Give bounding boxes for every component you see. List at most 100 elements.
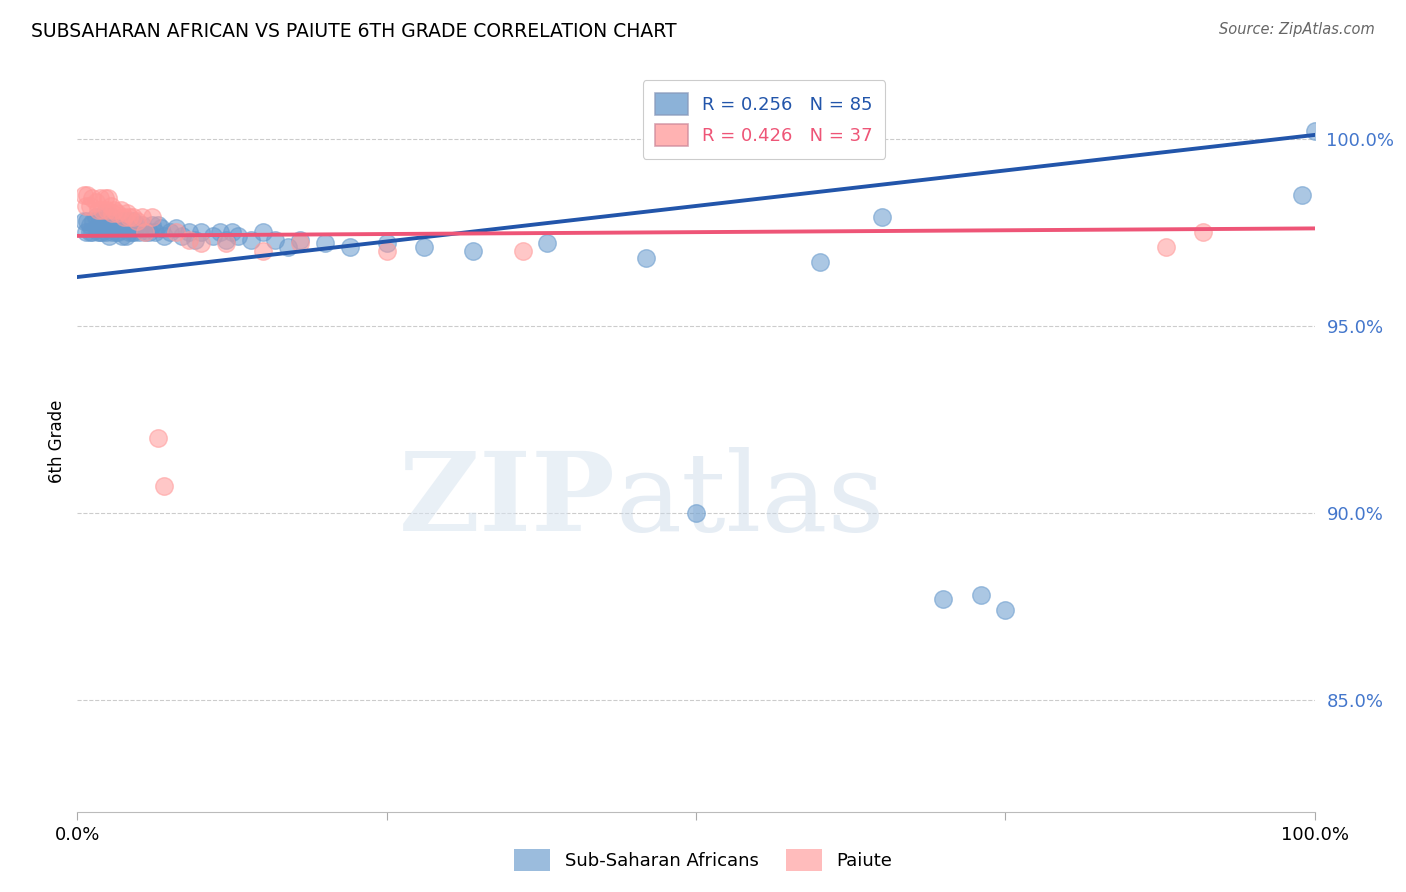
- Point: [184, 233, 207, 247]
- Point: [264, 233, 287, 247]
- Point: [84, 210, 107, 224]
- Point: [131, 210, 153, 224]
- Point: [110, 202, 132, 217]
- Point: [190, 225, 212, 239]
- Point: [150, 221, 173, 235]
- Point: [252, 244, 274, 258]
- Point: [94, 225, 117, 239]
- Point: [636, 252, 658, 266]
- Point: [91, 218, 114, 232]
- Point: [208, 225, 231, 239]
- Point: [84, 221, 107, 235]
- Point: [134, 225, 156, 239]
- Point: [288, 233, 311, 247]
- Point: [91, 214, 114, 228]
- Point: [96, 218, 118, 232]
- Point: [100, 199, 122, 213]
- Point: [969, 588, 991, 602]
- Text: Source: ZipAtlas.com: Source: ZipAtlas.com: [1219, 22, 1375, 37]
- Point: [190, 236, 212, 251]
- Point: [1303, 124, 1326, 138]
- Point: [101, 218, 124, 232]
- Point: [120, 218, 142, 232]
- Point: [536, 236, 558, 251]
- Point: [226, 228, 249, 243]
- Point: [103, 221, 125, 235]
- Point: [177, 233, 200, 247]
- Point: [685, 506, 707, 520]
- Point: [1154, 240, 1177, 254]
- Point: [101, 225, 124, 239]
- Point: [808, 255, 831, 269]
- Point: [375, 236, 398, 251]
- Point: [215, 236, 238, 251]
- Point: [138, 225, 160, 239]
- Point: [1291, 187, 1313, 202]
- Text: atlas: atlas: [616, 447, 886, 554]
- Point: [215, 233, 238, 247]
- Point: [375, 244, 398, 258]
- Point: [112, 221, 135, 235]
- Point: [870, 210, 893, 224]
- Point: [239, 233, 262, 247]
- Point: [97, 192, 120, 206]
- Point: [79, 218, 101, 232]
- Point: [512, 244, 534, 258]
- Point: [111, 228, 134, 243]
- Point: [131, 218, 153, 232]
- Point: [121, 225, 143, 239]
- Legend: R = 0.256   N = 85, R = 0.426   N = 37: R = 0.256 N = 85, R = 0.426 N = 37: [643, 80, 886, 159]
- Point: [93, 214, 115, 228]
- Point: [101, 206, 124, 220]
- Point: [82, 214, 104, 228]
- Point: [79, 225, 101, 239]
- Point: [105, 206, 128, 220]
- Point: [72, 214, 94, 228]
- Point: [115, 214, 138, 228]
- Point: [112, 214, 135, 228]
- Point: [146, 431, 169, 445]
- Text: ZIP: ZIP: [399, 447, 616, 554]
- Point: [165, 221, 187, 235]
- Point: [1192, 225, 1215, 239]
- Point: [252, 225, 274, 239]
- Point: [112, 210, 135, 224]
- Point: [165, 225, 187, 239]
- Point: [159, 225, 181, 239]
- Point: [104, 225, 127, 239]
- Point: [107, 225, 129, 239]
- Point: [177, 225, 200, 239]
- Point: [103, 202, 125, 217]
- Point: [87, 225, 110, 239]
- Point: [103, 214, 125, 228]
- Point: [76, 187, 98, 202]
- Point: [143, 225, 166, 239]
- Point: [122, 225, 145, 239]
- Point: [412, 240, 434, 254]
- Point: [89, 225, 111, 239]
- Point: [72, 187, 94, 202]
- Point: [146, 218, 169, 232]
- Point: [115, 221, 138, 235]
- Point: [108, 214, 131, 228]
- Point: [994, 603, 1017, 617]
- Point: [90, 218, 112, 232]
- Point: [153, 228, 176, 243]
- Y-axis label: 6th Grade: 6th Grade: [48, 400, 66, 483]
- Point: [91, 202, 114, 217]
- Point: [93, 206, 115, 220]
- Point: [134, 225, 156, 239]
- Point: [463, 244, 485, 258]
- Point: [153, 479, 176, 493]
- Point: [339, 240, 361, 254]
- Text: SUBSAHARAN AFRICAN VS PAIUTE 6TH GRADE CORRELATION CHART: SUBSAHARAN AFRICAN VS PAIUTE 6TH GRADE C…: [31, 22, 676, 41]
- Point: [89, 192, 111, 206]
- Legend: Sub-Saharan Africans, Paiute: Sub-Saharan Africans, Paiute: [506, 842, 900, 879]
- Point: [932, 591, 955, 606]
- Point: [82, 192, 104, 206]
- Point: [89, 214, 111, 228]
- Point: [87, 202, 110, 217]
- Point: [141, 218, 163, 232]
- Point: [128, 225, 150, 239]
- Point: [91, 225, 114, 239]
